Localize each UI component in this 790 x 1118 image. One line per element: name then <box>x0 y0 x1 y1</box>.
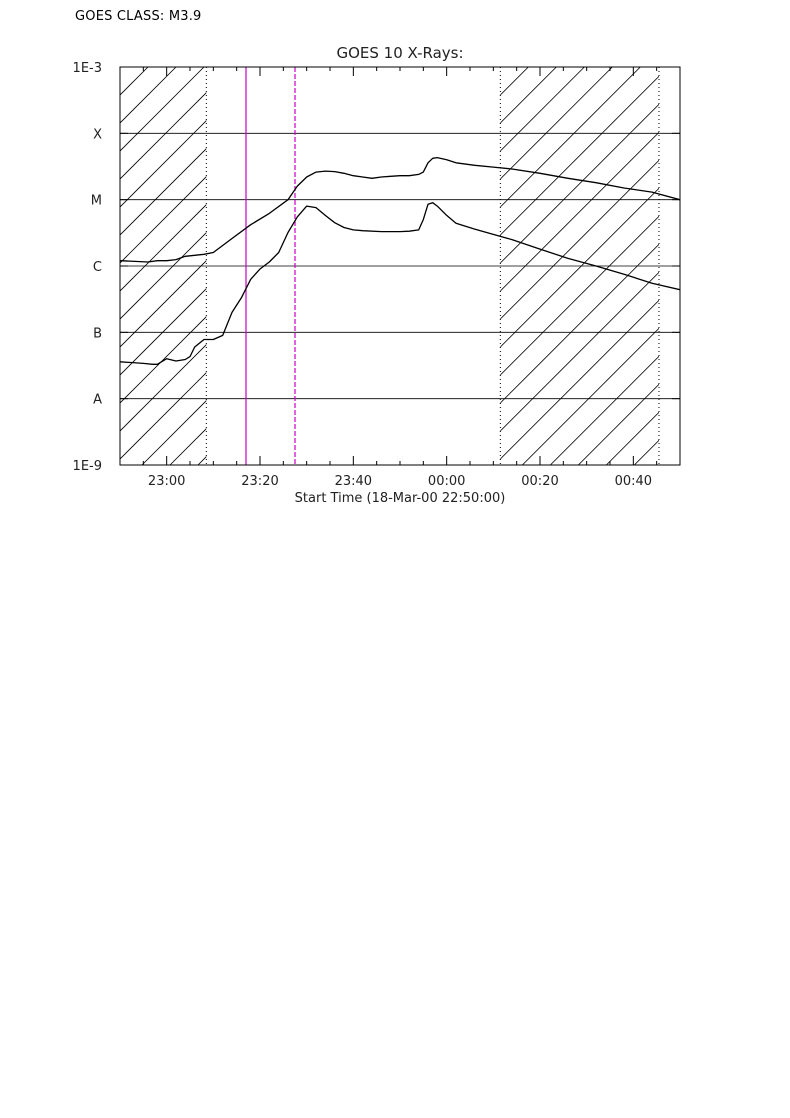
x-tick-label: 23:00 <box>148 474 185 489</box>
hatch-line <box>120 67 121 68</box>
x-axis-label: Start Time (18-Mar-00 22:50:00) <box>295 491 506 506</box>
x-tick-label: 00:00 <box>428 474 465 489</box>
y-tick-label: A <box>93 393 102 408</box>
chart-title: GOES 10 X-Rays: <box>336 44 463 62</box>
y-tick-label: B <box>93 326 102 341</box>
x-tick-label: 00:40 <box>615 474 652 489</box>
series-layer <box>120 156 680 365</box>
goes-xray-chart: 1E-9 A B C M X 1E-3 23:00 23:20 23:40 00:00 00:20 00… <box>73 44 790 506</box>
y-tick-label: C <box>93 260 102 275</box>
goes-class-label: GOES CLASS: M3.9 <box>75 9 202 24</box>
x-tick-label: 23:20 <box>241 474 278 489</box>
axis-layer: 1E-9 A B C M X 1E-3 23:00 23:20 23:40 00:00 00:20 00… <box>73 61 681 489</box>
y-tick-label: 1E-9 <box>73 459 102 474</box>
series-line-2 <box>120 202 680 365</box>
hatch-line <box>662 67 790 465</box>
y-tick-label: M <box>91 194 102 209</box>
x-tick-label: 23:40 <box>335 474 372 489</box>
time-marker-layer <box>245 67 296 465</box>
x-tick-label: 00:20 <box>521 474 558 489</box>
y-tick-label: 1E-3 <box>73 61 102 76</box>
grid-layer <box>120 132 680 400</box>
y-tick-label: X <box>93 127 102 142</box>
series-line-1 <box>120 156 680 263</box>
